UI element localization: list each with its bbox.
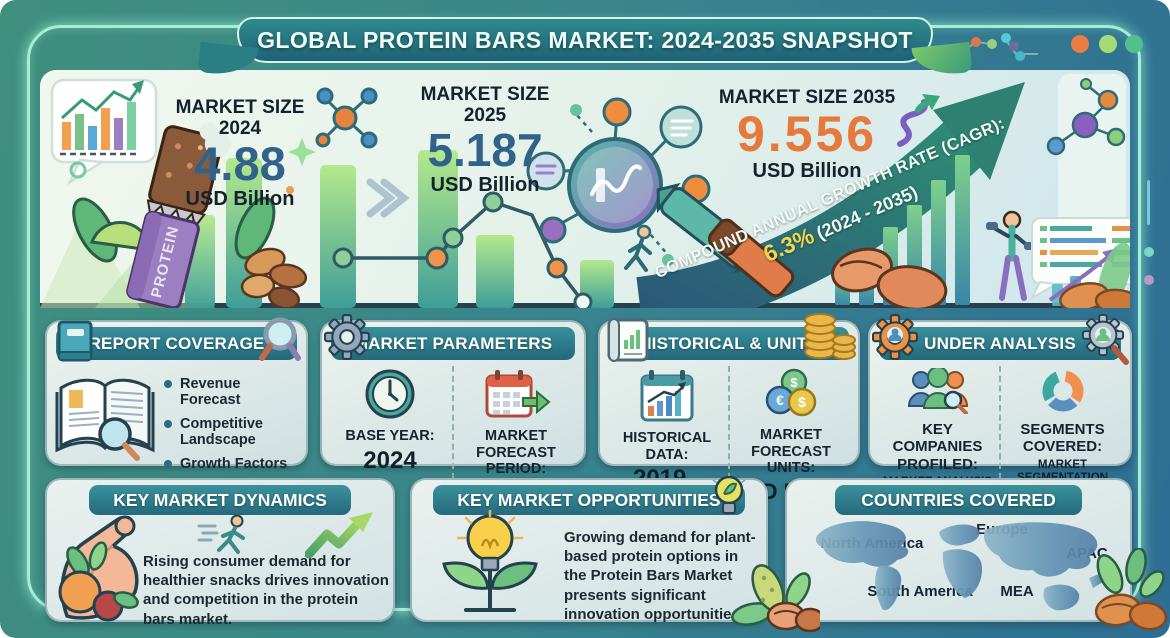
base-year-label: BASE YEAR: [345,428,435,444]
card-key-market-opportunities: KEY MARKET OPPORTUNITIES Growing demand … [410,473,768,623]
ms2025-value: 5.187 [427,123,543,176]
report-coverage-icon [57,320,93,362]
nuts-decoration-right [1094,548,1168,631]
list-item: Revenue Forecast [164,376,300,408]
lightbulb-plant-illustration [442,510,538,612]
forecast-units-label: MARKET FORECAST UNITS: [751,427,831,477]
world-map [815,521,1103,611]
dynamics-title: KEY MARKET DYNAMICS [113,489,327,510]
opportunities-title: KEY MARKET OPPORTUNITIES [457,489,721,510]
segments-icon [1042,370,1083,412]
page-title: GLOBAL PROTEIN BARS MARKET: 2024-2035 SN… [257,26,913,53]
bulb-leaf-icon [712,473,746,514]
hero-illustration: PROTEIN [40,74,1130,308]
card-countries-covered: COUNTRIES COVERED North America Europe A… [785,478,1132,622]
forecast-units-icon: $ € $ [765,368,817,417]
market-parameters-title: MARKET PARAMETERS [353,333,553,353]
historical-units-title: HISTORICAL & UNITS [639,333,819,353]
ms2035-unit: USD Billion [752,159,862,182]
market-size-2024-block: MARKET SIZE 2024 4.88 USD Billion [140,97,340,211]
ms2025-unit: USD Billion [430,173,540,196]
units-coins-icon [804,313,856,360]
market-parameters-icon [324,314,370,360]
fruit-decoration-left [58,541,139,622]
base-year-block: BASE YEAR: 2024 [328,366,452,508]
card-historical-units: HISTORICAL & UNITS [598,313,860,520]
historical-data-label: HISTORICAL DATA: [622,430,712,463]
card-report-coverage: REPORT COVERAGE [45,317,308,496]
historical-units-icon [607,318,649,362]
companies-icon [907,366,968,415]
ms2024-year: 2024 [218,117,262,139]
ms2025-label: MARKET SIZE [420,84,550,105]
ms2024-label: MARKET SIZE [175,97,305,118]
card-market-parameters: MARKET PARAMETERS BASE YEAR: 2024 [320,320,586,535]
runner-icon [197,514,245,554]
segments-label: SEGMENTS COVERED: [1020,421,1105,456]
base-year-icon [365,369,415,419]
countries-title: COUNTRIES COVERED [861,489,1056,510]
hero-panel: PROTEIN MARKET SIZE 20 [40,70,1130,308]
under-analysis-title: UNDER ANALYSIS [924,333,1076,353]
ms2024-value: 4.88 [194,136,286,190]
report-coverage-title: REPORT COVERAGE [88,333,265,353]
report-coverage-list: Revenue Forecast Competitive Landscape G… [164,376,300,496]
molecule-dots-top-right-icon [956,33,1038,61]
ms2035-label: MARKET SIZE 2035 [718,87,896,108]
svg-text:€: € [776,392,784,408]
key-companies-label: KEY COMPANIES PROFILED: [892,421,983,473]
forecast-period-icon [485,370,551,418]
svg-text:$: $ [798,394,806,410]
market-size-2025-block: MARKET SIZE 2025 5.187 USD Billion [390,84,580,197]
report-coverage-search-icon [259,317,301,361]
title-banner: GLOBAL PROTEIN BARS MARKET: 2024-2035 SN… [197,17,973,78]
ms2025-year: 2025 [463,104,507,126]
right-edge-accent [1144,180,1154,285]
list-item: Competitive Landscape [164,416,300,448]
base-year-value: 2024 [363,446,417,474]
svg-text:$: $ [790,375,798,390]
nuts-decoration-middle [731,564,820,633]
analysis-search-icon [1082,314,1129,365]
three-dots-icon [1071,35,1143,53]
forecast-period-label: MARKET FORECAST PERIOD: [476,428,556,478]
region-label-mea: MEA [1000,583,1034,600]
historical-data-icon [640,370,694,422]
ms2024-unit: USD Billion [185,187,295,210]
market-size-2035-block: MARKET SIZE 2035 9.556 USD Billion [712,87,902,183]
open-book-illustration [55,378,155,461]
under-analysis-icon [872,314,918,360]
card-under-analysis: UNDER ANALYSIS KEY COMPANIES PROFILED: [868,314,1132,512]
ms2035-value: 9.556 [736,105,878,162]
list-item: Growth Factors [164,456,300,472]
dynamics-text: Rising consumer demand for healthier sna… [143,553,389,628]
growth-arrow-icon [305,512,373,559]
